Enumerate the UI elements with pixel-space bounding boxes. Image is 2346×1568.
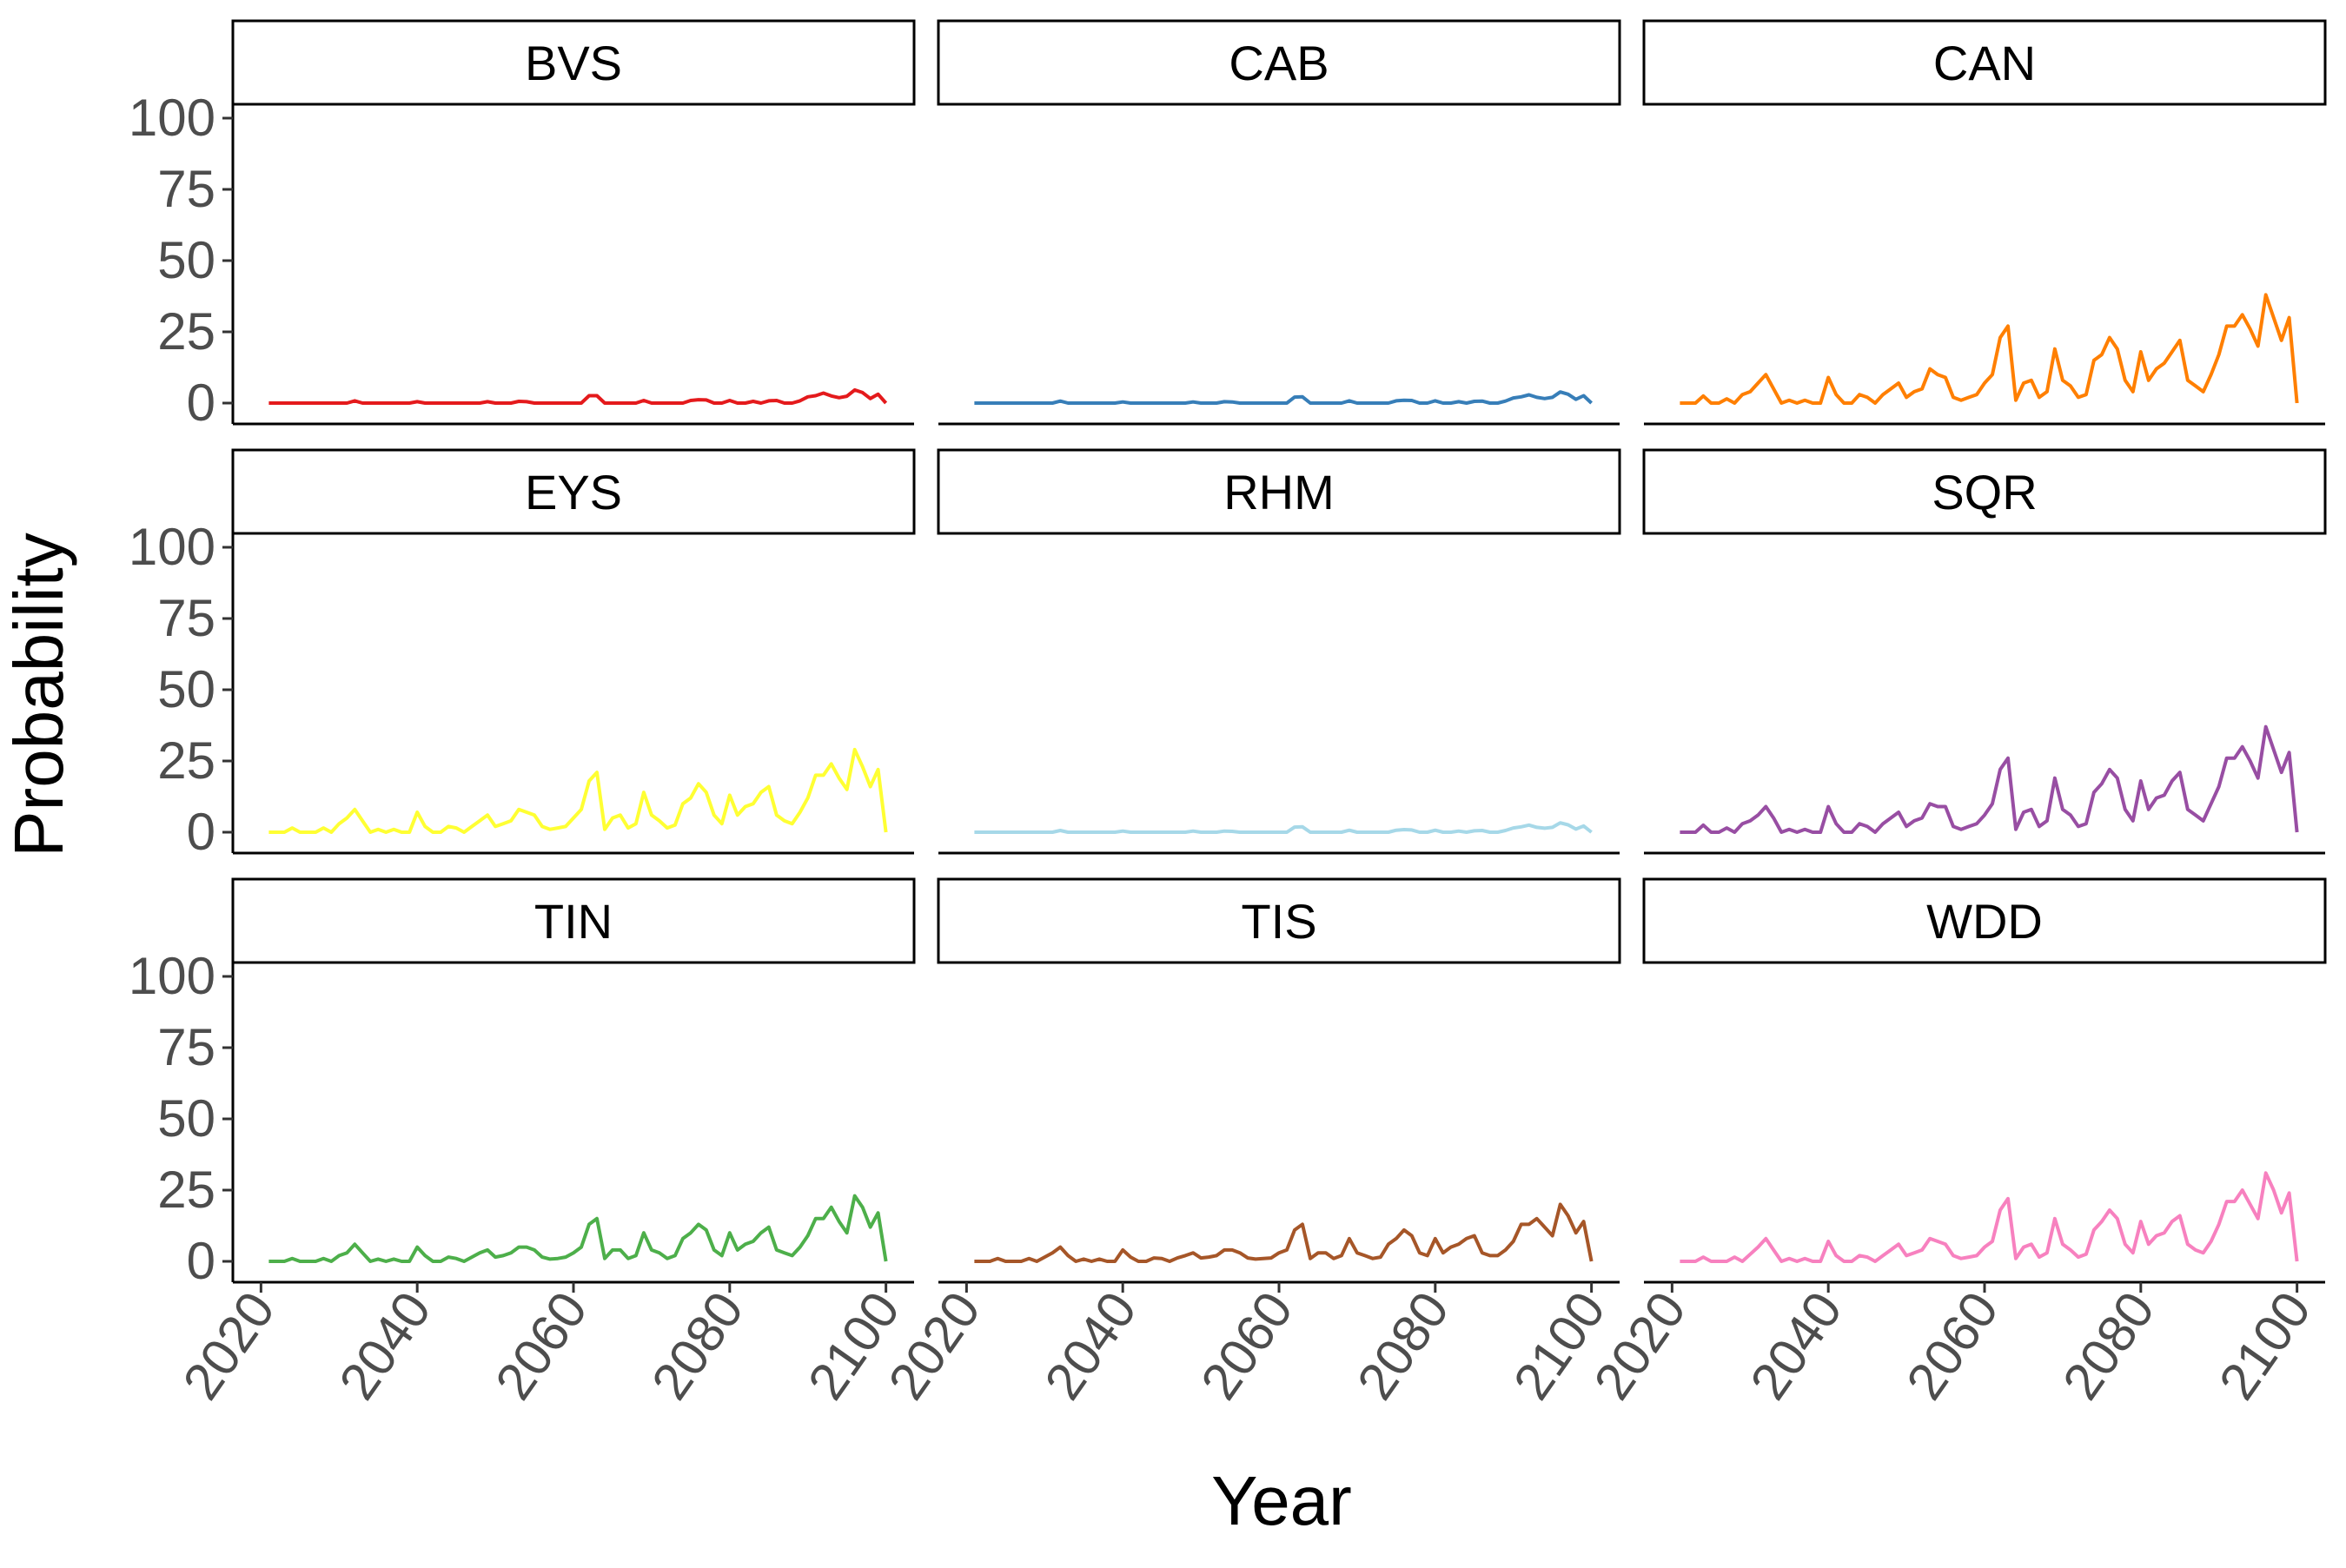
y-tick-label: 0 [187,803,215,861]
facet-strip-label: TIN [534,894,613,949]
facet-panel-can: CAN [1642,19,2327,426]
series-line-bvs [268,387,888,405]
facet-strip-label: CAB [1229,36,1329,90]
facet-panel-wdd: WDD 2020 2040 2060 2080 2100 [1583,877,2327,1410]
y-tick-label: 75 [157,589,215,647]
x-tick-label: 2040 [328,1281,441,1410]
y-tick-label: 100 [129,947,215,1005]
y-tick-label: 0 [187,374,215,432]
y-tick-label: 50 [157,1089,215,1148]
facet-strip-label: TIS [1241,894,1316,949]
y-tick-label: 100 [129,89,215,147]
facet-strip-label: CAN [1933,36,2036,90]
facet-panel-sqr: SQR [1642,448,2327,855]
x-tick-label: 2040 [1033,1281,1147,1410]
y-tick-label: 50 [157,660,215,718]
x-axis-title: Year [1211,1462,1352,1539]
x-tick-label: 2020 [878,1281,991,1410]
x-tick-label: 2080 [2051,1281,2165,1410]
series-line-sqr [1680,724,2299,834]
series-line-cab [974,390,1593,405]
facet-strip [231,448,916,535]
facet-strip [231,19,916,106]
facet-panel-rhm: RHM [937,448,1621,855]
series-line-tin [268,1194,888,1263]
x-tick-label: 2020 [1583,1281,1697,1410]
series-line-eys [268,747,888,834]
facet-strip-label: BVS [525,36,622,90]
y-axis-title: Probability [0,533,77,857]
y-tick-label: 100 [129,518,215,576]
y-tick-label: 25 [157,302,215,361]
facet-panel-tin: TIN 0 25 50 75 100 2020 2040 2060 2080 2100 [129,877,916,1410]
x-tick-label: 2100 [1502,1281,1616,1410]
y-tick-label: 0 [187,1232,215,1290]
facet-panel-bvs: BVS 0 25 50 75 100 [129,19,916,432]
facet-panel-cab: CAB [937,19,1621,426]
facet-strip-label: RHM [1223,465,1335,519]
facet-strip-label: WDD [1926,894,2043,949]
x-tick-label: 2100 [2208,1281,2322,1410]
facet-strip [1642,877,2327,964]
facet-strip [1642,448,2327,535]
facet-strip [937,877,1621,964]
x-tick-label: 2080 [640,1281,754,1410]
x-tick-label: 2100 [797,1281,911,1410]
series-line-rhm [974,821,1593,834]
x-tick-label: 2040 [1739,1281,1852,1410]
facet-strip [937,448,1621,535]
facet-panel-eys: EYS 0 25 50 75 100 [129,448,916,861]
y-tick-label: 25 [157,1161,215,1219]
y-tick-label: 75 [157,160,215,218]
x-tick-label: 2060 [484,1281,598,1410]
y-tick-label: 50 [157,231,215,289]
facet-panel-tis: TIS 2020 2040 2060 2080 2100 [878,877,1621,1410]
x-tick-label: 2060 [1895,1281,2009,1410]
x-tick-label: 2020 [172,1281,286,1410]
facet-strip [231,877,916,964]
x-tick-label: 2060 [1190,1281,1303,1410]
x-tick-label: 2080 [1346,1281,1460,1410]
facet-strip [1642,19,2327,106]
y-tick-label: 25 [157,731,215,790]
y-tick-label: 75 [157,1018,215,1076]
series-line-tis [974,1202,1594,1263]
facet-strip-label: EYS [525,465,622,519]
facet-strip [937,19,1621,106]
facet-strip-label: SQR [1932,465,2037,519]
series-line-can [1680,293,2299,405]
series-line-wdd [1680,1171,2299,1263]
